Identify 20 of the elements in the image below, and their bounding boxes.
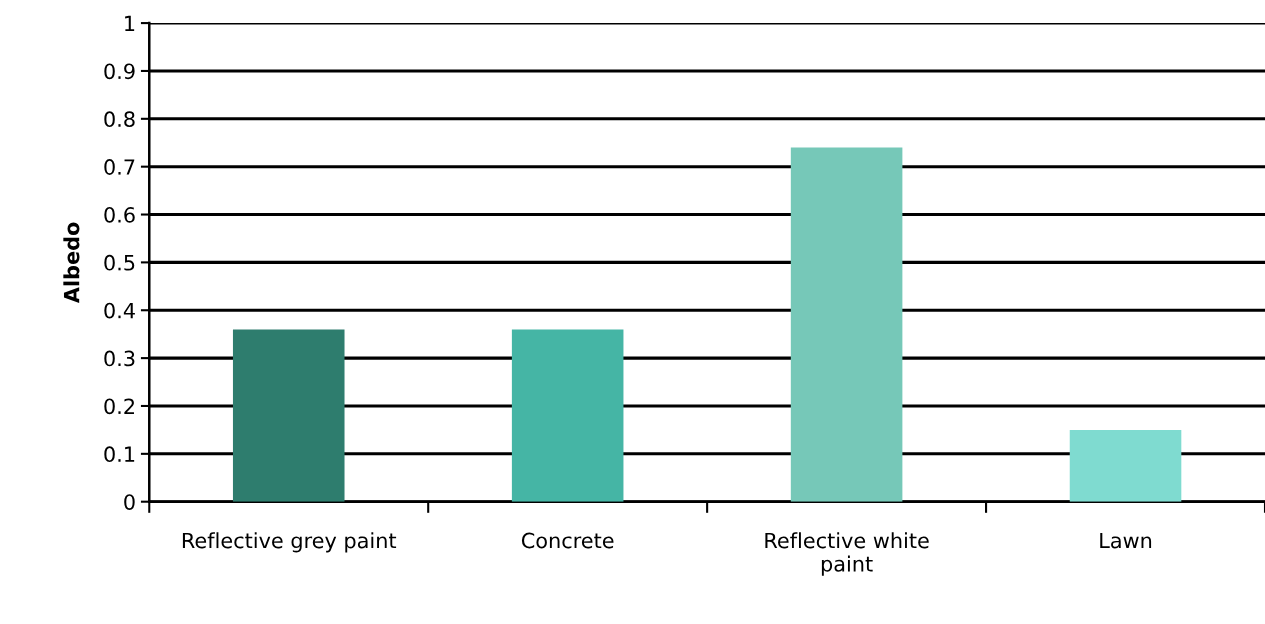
y-axis-title: Albedo [63,222,80,304]
y-tick-label: 1 [125,15,135,31]
y-tick-label: 0.4 [104,302,135,319]
y-tick-label: 0.2 [104,398,134,415]
x-tick-label: Concrete [521,532,614,549]
y-tick-label: 0.1 [104,446,135,463]
y-tick-label: 0.6 [104,206,135,223]
y-tick-label: 0.8 [104,111,135,128]
bar [1069,429,1182,502]
bar [790,147,903,502]
x-tick-label: Reflective white paint [765,532,929,576]
y-tick-label: 0 [124,494,135,510]
y-tick-label: 0.7 [104,159,135,175]
x-tick-label: Reflective grey paint [182,532,397,553]
x-tick-label: Lawn [1100,532,1152,549]
bar [511,329,624,502]
y-tick-label: 0.5 [104,254,135,271]
y-tick-label: 0.9 [104,63,135,80]
bar [232,329,345,502]
y-tick-label: 0.3 [104,350,135,367]
